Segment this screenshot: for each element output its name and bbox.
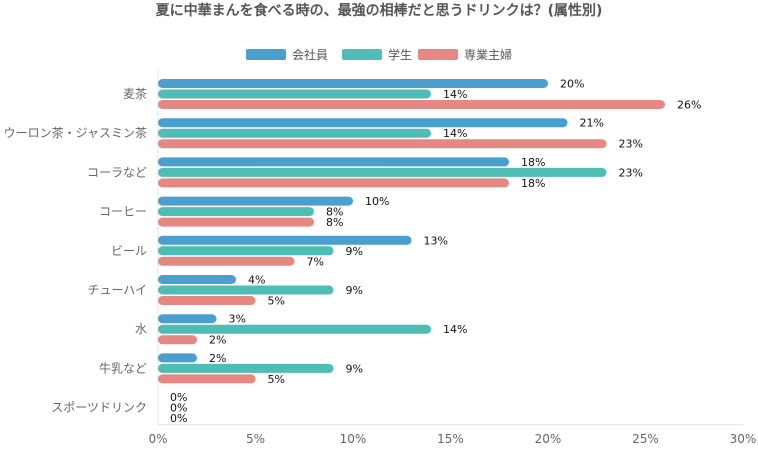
x-tick-label: 30% [730,432,757,446]
legend-swatch [342,49,382,60]
data-label: 3% [229,313,246,326]
x-tick-label: 0% [148,432,167,446]
category-label: ビール [111,244,147,258]
data-label: 9% [346,284,363,297]
data-label: 18% [521,177,545,190]
chart-title: 夏に中華まんを食べる時の、最強の相棒だと思うドリンクは？(属性別) [156,2,603,19]
data-label: 2% [209,352,226,365]
data-label: 9% [346,245,363,258]
data-label: 2% [209,334,226,347]
bar [158,335,197,345]
legend-swatch [418,49,458,60]
category-label: コーヒー [99,205,147,219]
bar [158,79,548,88]
data-label: 5% [268,295,285,308]
bar [158,374,256,384]
category-label: 牛乳など [99,360,147,375]
bar [158,167,607,177]
bar [158,296,256,305]
category-label: 水 [135,322,147,336]
data-label: 5% [268,373,285,386]
data-label: 10% [365,195,389,208]
category-label: スポーツドリンク [51,401,147,415]
bar [158,353,197,363]
data-label: 0% [170,391,187,404]
data-label: 14% [443,88,467,101]
legend-swatch [246,49,286,60]
x-tick-label: 25% [632,432,659,446]
data-label: 4% [248,274,265,287]
bar [158,196,353,206]
x-tick-label: 15% [437,432,464,446]
bar [158,139,607,149]
data-label: 20% [560,78,584,91]
category-label: ウーロン茶・ジャスミン茶 [4,125,147,140]
category-label: 麦茶 [123,86,147,101]
bar [158,363,334,373]
data-label: 9% [346,362,363,375]
bar [158,235,412,245]
data-label: 13% [424,234,448,247]
data-label: 21% [580,117,604,130]
legend: 会社員 学生 専業主婦 [246,47,512,62]
category-label: コーラなど [87,165,147,179]
bar [158,118,568,128]
bar [158,89,431,99]
x-tick-label: 5% [246,432,265,446]
data-label: 7% [307,255,324,268]
bar [158,178,509,188]
category-label: チューハイ [87,283,147,297]
legend-label: 会社員 [292,47,328,62]
bar [158,207,314,217]
data-label: 0% [170,402,187,415]
bar [158,128,431,138]
bar [158,246,334,256]
data-label: 8% [326,206,343,219]
bar [158,324,431,334]
data-label: 23% [619,166,643,179]
bar [158,157,509,167]
data-label: 23% [619,138,643,151]
bar [158,275,236,284]
x-tick-label: 10% [340,432,367,446]
legend-label: 学生 [388,47,412,62]
legend-label: 専業主婦 [464,47,512,62]
bar [158,285,334,295]
bar [158,100,665,109]
data-label: 0% [170,412,187,425]
plot-area: 0% 5% 10% 15% 20% 25% 30% 麦茶 20% 14% 26% ウーロン茶・ジャスミ… [4,70,757,446]
bar [158,256,295,266]
data-label: 14% [443,323,467,336]
x-tick-label: 20% [535,432,562,446]
data-label: 26% [677,99,701,112]
data-label: 18% [521,156,545,169]
bar [158,314,217,324]
data-label: 14% [443,127,467,140]
data-label: 8% [326,216,343,229]
bar [158,217,314,227]
